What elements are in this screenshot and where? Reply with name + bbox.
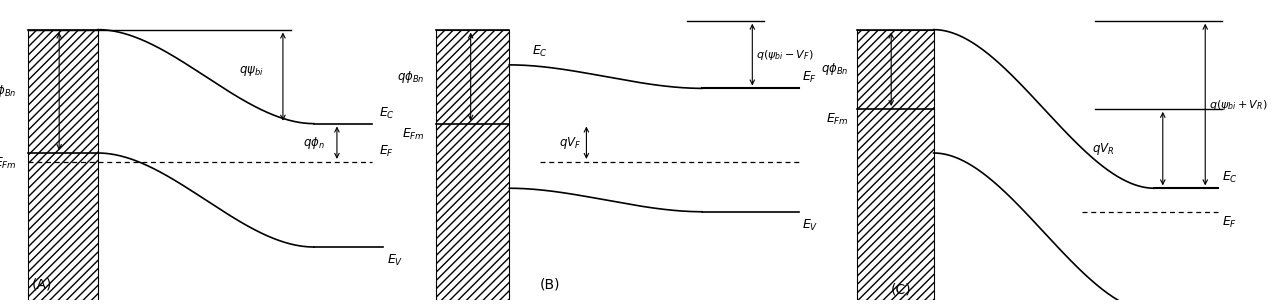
Text: $q\phi_{Bn}$: $q\phi_{Bn}$ — [397, 69, 424, 85]
Text: $E_F$: $E_F$ — [802, 70, 818, 85]
Text: $E_C$: $E_C$ — [379, 106, 395, 121]
Text: $q\phi_{Bn}$: $q\phi_{Bn}$ — [822, 61, 849, 77]
Bar — [858, 30, 934, 300]
Text: $qV_F$: $qV_F$ — [559, 135, 581, 151]
Text: $E_C$: $E_C$ — [532, 44, 548, 59]
Text: $q(\psi_{bi}+V_R)$: $q(\psi_{bi}+V_R)$ — [1210, 98, 1268, 111]
Bar — [28, 30, 98, 300]
Text: $q\phi_n$: $q\phi_n$ — [303, 135, 325, 151]
Text: $qV_R$: $qV_R$ — [1092, 140, 1115, 157]
Text: (C): (C) — [891, 283, 912, 297]
Text: $E_V$: $E_V$ — [802, 218, 819, 233]
Text: $E_V$: $E_V$ — [387, 253, 404, 268]
Text: (A): (A) — [32, 277, 53, 291]
Text: $E_C$: $E_C$ — [1222, 170, 1238, 185]
Text: $E_{Fm}$: $E_{Fm}$ — [401, 127, 424, 142]
Text: $E_F$: $E_F$ — [379, 144, 395, 159]
Text: $E_{Fm}$: $E_{Fm}$ — [0, 156, 17, 171]
Text: $E_{Fm}$: $E_{Fm}$ — [826, 112, 849, 127]
Text: $q(\psi_{bi}-V_F)$: $q(\psi_{bi}-V_F)$ — [756, 48, 814, 62]
Text: $q\psi_{bi}$: $q\psi_{bi}$ — [239, 64, 264, 78]
Text: (B): (B) — [540, 277, 561, 291]
Text: $E_F$: $E_F$ — [1222, 215, 1237, 230]
Bar — [436, 30, 509, 300]
Text: $q\phi_{Bn}$: $q\phi_{Bn}$ — [0, 83, 17, 99]
